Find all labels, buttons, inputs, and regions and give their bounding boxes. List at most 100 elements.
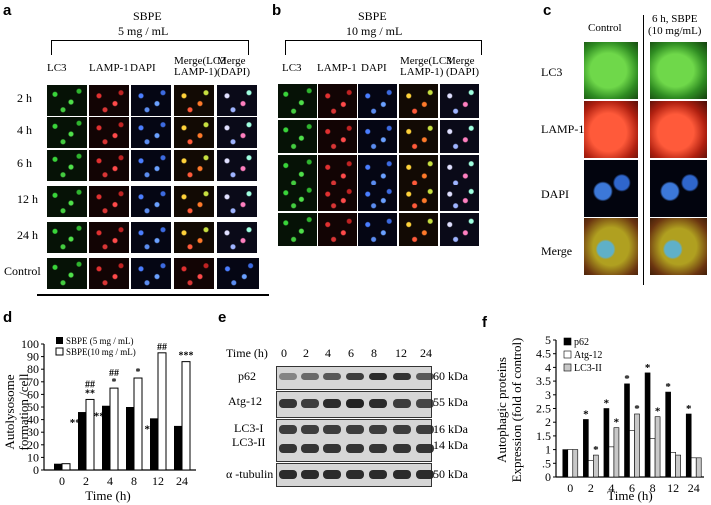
blot-band-lc3ii bbox=[393, 444, 411, 453]
panel-b-micrograph bbox=[440, 185, 479, 211]
blot-band-lc3i bbox=[301, 425, 319, 434]
bar-p62 bbox=[583, 419, 589, 478]
panel-a-micrograph bbox=[217, 85, 257, 116]
panel-a-micrograph bbox=[131, 258, 171, 289]
panel-a-row-label: 4 h bbox=[17, 123, 32, 137]
panel-a-micrograph bbox=[174, 150, 214, 181]
bar-5mg bbox=[78, 412, 86, 470]
bar-atg-12 bbox=[608, 446, 615, 478]
bar-5mg bbox=[54, 463, 62, 470]
bar-lc3-ii bbox=[634, 413, 640, 478]
panel-b-micrograph bbox=[358, 120, 397, 153]
significance-mark: * bbox=[604, 398, 610, 410]
panel-a-micrograph bbox=[174, 222, 214, 253]
blot-band-lc3ii bbox=[346, 444, 364, 453]
panel-b-micrograph bbox=[399, 213, 438, 246]
panel-b-micrograph bbox=[358, 155, 397, 190]
significance-mark: * bbox=[175, 429, 181, 441]
panel-a-micrograph bbox=[47, 222, 87, 253]
bar-lc3-ii bbox=[654, 416, 661, 478]
legend-label-10mg: SBPE(10 mg / mL) bbox=[66, 347, 136, 357]
y-tick-label: 70 bbox=[27, 375, 39, 389]
panel-a-micrograph bbox=[47, 150, 87, 181]
panel-c-row-label: DAPI bbox=[541, 187, 570, 201]
blot-kda-label: 60 kDa bbox=[433, 369, 468, 383]
blot-time-label: 12 bbox=[395, 346, 407, 360]
panel-b-conc: 10 mg / mL bbox=[346, 24, 403, 38]
legend-swatch bbox=[563, 350, 572, 359]
bar-p62 bbox=[624, 383, 630, 478]
bar-10mg bbox=[109, 387, 119, 471]
panel-a-label: a bbox=[3, 2, 12, 19]
legend-label: p62 bbox=[574, 337, 589, 348]
panel-b-col-label: LC3 bbox=[282, 62, 302, 74]
blot-time-label: 24 bbox=[420, 346, 432, 360]
significance-mark: *** bbox=[179, 351, 194, 362]
significance-mark: * bbox=[655, 406, 661, 418]
blot-band-tubulin bbox=[369, 470, 387, 479]
blot-band-atg12 bbox=[279, 399, 297, 408]
blot-time-label: 0 bbox=[281, 346, 287, 360]
panel-c-micrograph-control bbox=[584, 160, 638, 217]
legend-swatch bbox=[563, 337, 572, 346]
blot-band-tubulin bbox=[279, 470, 297, 479]
blot-kda-label: 50 kDa bbox=[433, 467, 468, 481]
x-axis-label: Time (h) bbox=[607, 488, 652, 503]
panel-b-micrograph bbox=[440, 84, 479, 118]
panel-b-header: SBPE bbox=[358, 9, 387, 23]
blot-band-p62 bbox=[416, 373, 434, 380]
legend-label: Atg-12 bbox=[574, 350, 602, 361]
blot-band-p62 bbox=[301, 373, 319, 380]
significance-mark: * bbox=[136, 367, 141, 378]
blot-row-label: α -tubulin bbox=[226, 467, 274, 481]
blot-time-label: 2 bbox=[303, 346, 309, 360]
significance-mark: * bbox=[624, 373, 630, 385]
bar-p62 bbox=[665, 391, 671, 478]
x-tick-label: 6 bbox=[629, 481, 635, 495]
panel-a-bottom-rule bbox=[37, 294, 269, 296]
blot-band-atg12 bbox=[323, 399, 341, 408]
blot-band-atg12 bbox=[369, 399, 387, 408]
panel-b-micrograph bbox=[440, 213, 479, 246]
bar-atg-12 bbox=[670, 452, 676, 478]
bar-10mg bbox=[181, 361, 191, 471]
blot-time-label: 4 bbox=[325, 346, 331, 360]
bar-p62 bbox=[562, 449, 569, 478]
x-tick-label: 4 bbox=[107, 474, 113, 488]
panel-c-micrograph-treated bbox=[650, 160, 707, 217]
panel-c-micrograph-control bbox=[584, 218, 638, 275]
panel-b-micrograph bbox=[318, 213, 357, 246]
y-tick-label: 90 bbox=[27, 350, 39, 364]
y-tick-label: 80 bbox=[27, 362, 39, 376]
bar-lc3-ii bbox=[572, 449, 579, 478]
x-tick-label: 8 bbox=[131, 474, 137, 488]
blot-row-label: p62 bbox=[238, 369, 256, 383]
y-tick-label: 50 bbox=[27, 400, 39, 414]
panel-c-col-control: Control bbox=[588, 22, 622, 34]
blot-band-tubulin bbox=[393, 470, 411, 479]
panel-b-label: b bbox=[272, 2, 282, 19]
bar-lc3-ii bbox=[695, 457, 702, 478]
panel-b-micrograph bbox=[399, 84, 438, 118]
panel-e-label: e bbox=[218, 309, 227, 326]
blot-band-p62 bbox=[369, 373, 387, 380]
panel-a-col-label: LC3 bbox=[47, 62, 67, 74]
panel-b-col-label: DAPI bbox=[361, 62, 387, 74]
bar-p62 bbox=[603, 408, 610, 478]
panel-b-col-label: Merge(LC3 LAMP-1) bbox=[400, 55, 452, 78]
significance-mark: *** bbox=[70, 417, 87, 429]
y-tick-label: .5 bbox=[542, 456, 551, 470]
panel-b-micrograph bbox=[318, 120, 357, 153]
x-tick-label: 0 bbox=[59, 474, 65, 488]
blot-band-p62 bbox=[279, 373, 297, 380]
panel-b-micrograph bbox=[440, 120, 479, 153]
panel-a-row-label: 12 h bbox=[17, 192, 38, 206]
blot-band-tubulin bbox=[416, 470, 434, 479]
y-tick-label: 0 bbox=[33, 463, 39, 477]
significance-mark: ** bbox=[85, 388, 95, 399]
bar-p62 bbox=[685, 413, 692, 478]
panel-c-micrograph-treated bbox=[650, 218, 707, 275]
bar-5mg bbox=[102, 405, 110, 470]
significance-mark: ## bbox=[85, 379, 95, 390]
